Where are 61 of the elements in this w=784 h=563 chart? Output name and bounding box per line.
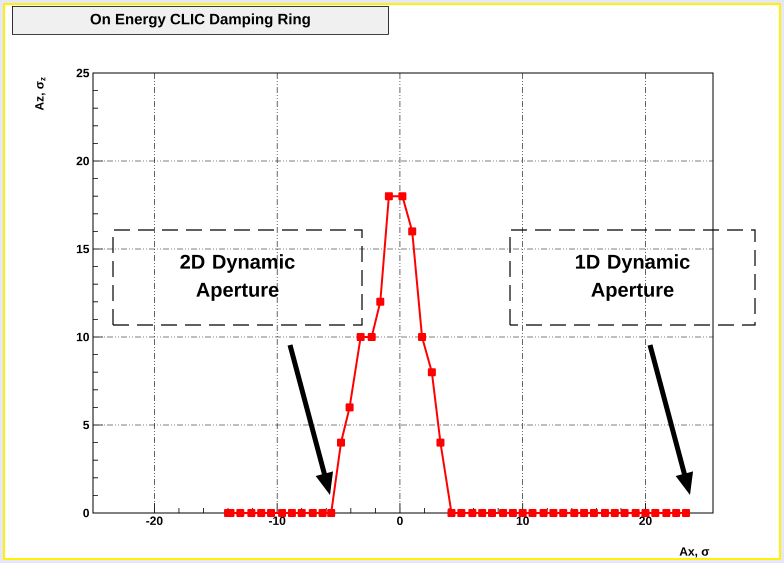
point bbox=[662, 509, 670, 517]
point bbox=[518, 509, 527, 517]
annotation: 2D Dynamic Aperture bbox=[180, 254, 295, 301]
x-tick-label: 0 bbox=[397, 516, 403, 526]
point bbox=[368, 333, 376, 341]
point bbox=[384, 192, 393, 200]
point bbox=[590, 509, 598, 517]
y-tick-label: 10 bbox=[76, 332, 89, 342]
point bbox=[337, 438, 346, 447]
x-tick-label: 20 bbox=[639, 516, 652, 526]
point bbox=[278, 509, 286, 517]
point bbox=[318, 509, 327, 517]
point bbox=[308, 509, 317, 517]
y-tick-label: 0 bbox=[83, 508, 89, 518]
y-tick-label: 5 bbox=[83, 420, 90, 430]
y-tick-label: 20 bbox=[76, 156, 89, 166]
point bbox=[549, 509, 558, 517]
x-tick-label: -20 bbox=[146, 516, 163, 526]
point bbox=[376, 298, 384, 306]
point bbox=[641, 509, 650, 517]
y-tick-label: 25 bbox=[76, 68, 90, 78]
point bbox=[600, 509, 609, 517]
y-tick-label: 15 bbox=[76, 244, 90, 254]
point bbox=[610, 509, 619, 517]
annotation: 1D Dynamic Aperture bbox=[576, 254, 690, 301]
point bbox=[298, 509, 306, 517]
point bbox=[508, 509, 517, 517]
point bbox=[672, 509, 680, 517]
x-tick-label: 10 bbox=[516, 516, 529, 526]
point bbox=[257, 509, 266, 517]
y-axis-title: Az, σ$_{z}$ bbox=[35, 77, 46, 110]
point bbox=[448, 509, 456, 517]
point bbox=[559, 509, 568, 517]
x-tick-label: -10 bbox=[268, 516, 286, 526]
point bbox=[247, 509, 256, 517]
x-axis-title: Ax, σ bbox=[680, 547, 710, 558]
point bbox=[580, 509, 588, 517]
point bbox=[408, 227, 416, 236]
point bbox=[436, 438, 444, 447]
point bbox=[327, 509, 336, 517]
point bbox=[478, 509, 486, 517]
point bbox=[528, 509, 537, 517]
point bbox=[236, 509, 244, 517]
point bbox=[499, 509, 508, 517]
point bbox=[488, 509, 496, 517]
point bbox=[457, 509, 466, 517]
point bbox=[418, 333, 426, 341]
chart-title: On Energy CLIC Damping Ring bbox=[90, 13, 310, 28]
point bbox=[620, 509, 629, 517]
point bbox=[288, 509, 296, 517]
point bbox=[632, 509, 640, 517]
point bbox=[540, 509, 548, 517]
point bbox=[428, 368, 436, 376]
point bbox=[468, 509, 476, 517]
point bbox=[267, 509, 276, 517]
point bbox=[346, 403, 354, 412]
point bbox=[682, 509, 690, 517]
point bbox=[398, 192, 406, 200]
point bbox=[570, 509, 578, 517]
point bbox=[356, 333, 365, 341]
point bbox=[651, 509, 660, 517]
